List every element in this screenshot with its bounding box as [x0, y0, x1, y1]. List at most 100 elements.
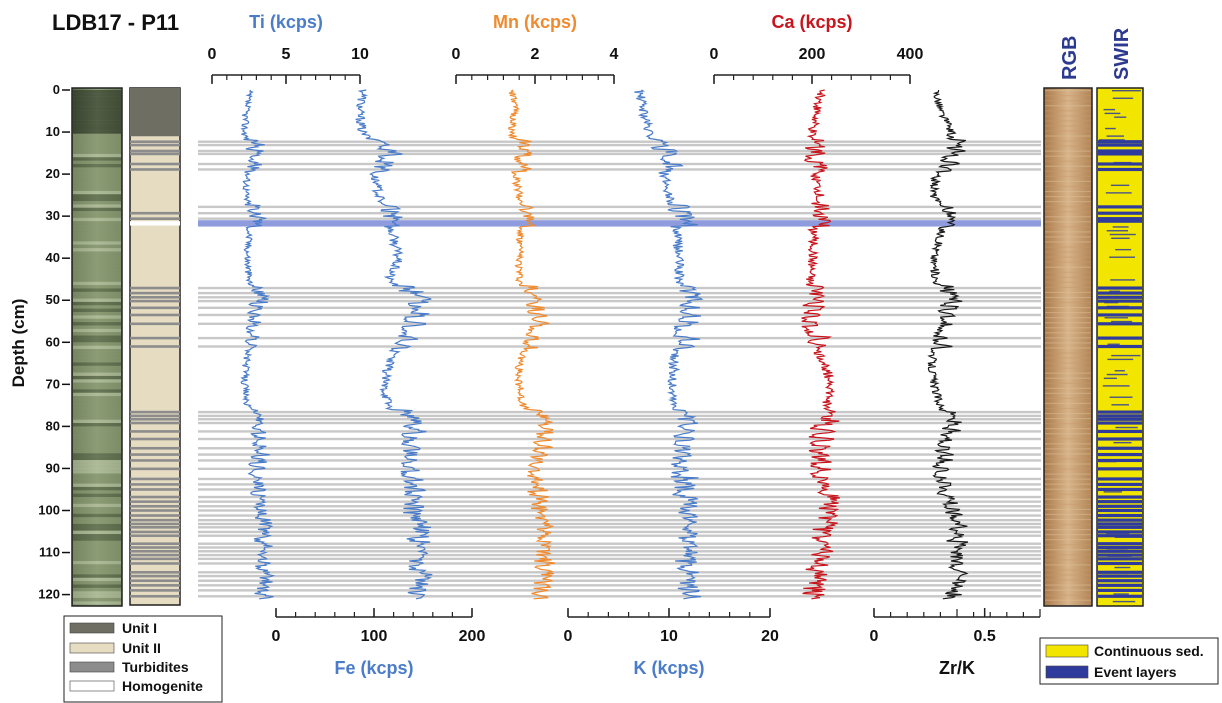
rgb-streak	[1045, 357, 1091, 359]
axis-tick-label: 100	[361, 628, 388, 645]
event-band	[198, 410, 1041, 414]
legend-swatch-homogenite	[69, 680, 115, 692]
photo-streak	[73, 197, 121, 202]
rgb-streak	[1045, 438, 1091, 440]
photo-streak	[73, 503, 121, 508]
rgb-streak	[1045, 463, 1091, 465]
photo-streak	[73, 530, 121, 535]
turbidite-layer	[130, 336, 180, 340]
photo-streak	[73, 597, 121, 602]
photo-streak	[73, 523, 121, 528]
swir-speckle	[1106, 230, 1128, 232]
depth-tick-label: 60	[46, 334, 60, 349]
swir-event-layer	[1098, 417, 1142, 421]
photo-streak	[73, 527, 121, 531]
rgb-streak	[1045, 584, 1091, 586]
swir-event-layer	[1098, 525, 1142, 529]
series-name-1: Ti (kcps)	[249, 12, 323, 32]
legend-label-unit2: Unit II	[122, 640, 161, 656]
photo-streak	[73, 251, 121, 255]
rgb-streak	[1045, 498, 1091, 500]
photo-streak	[73, 157, 121, 161]
series-name-5: Ca (kcps)	[771, 12, 852, 32]
swir-speckle	[1107, 555, 1132, 557]
swir-speckle	[1112, 226, 1129, 228]
rgb-streak	[1045, 160, 1091, 162]
photo-streak	[73, 601, 121, 605]
swir-speckle	[1103, 377, 1117, 380]
photo-streak	[73, 554, 121, 558]
photo-streak	[73, 268, 121, 272]
rgb-streak	[1045, 190, 1091, 193]
turbidite-layer	[130, 140, 180, 144]
photo-streak	[73, 567, 121, 572]
swir-event-layer	[1098, 143, 1142, 147]
swir-event-layer	[1098, 452, 1142, 457]
photo-streak	[73, 510, 121, 514]
rgb-streak	[1045, 115, 1091, 117]
depth-tick-label: 90	[46, 460, 60, 475]
swir-event-layer	[1098, 306, 1142, 310]
photo-streak	[73, 557, 121, 561]
swir-event-layer	[1098, 152, 1142, 156]
turbidite-layer	[130, 417, 180, 421]
photo-streak	[73, 140, 121, 144]
photo-streak	[73, 335, 121, 339]
swir-speckle	[1109, 233, 1136, 236]
event-band	[198, 467, 1041, 471]
swir-speckle	[1109, 290, 1120, 292]
rgb-streak	[1045, 518, 1091, 521]
photo-streak	[73, 449, 121, 454]
event-band	[198, 418, 1041, 421]
series-line-4	[634, 89, 704, 600]
turbidite-layer	[130, 421, 180, 425]
photo-streak	[73, 120, 121, 124]
photo-streak	[73, 281, 121, 286]
turbidite-layer	[130, 594, 180, 598]
rgb-streak	[1045, 493, 1091, 495]
photo-streak	[73, 305, 121, 309]
turbidite-layer	[130, 509, 180, 512]
turbidite-layer	[130, 574, 180, 578]
event-band	[198, 500, 1041, 503]
swir-speckle	[1110, 423, 1134, 425]
photo-streak	[73, 389, 121, 393]
event-band	[198, 584, 1041, 587]
rgb-streak	[1045, 155, 1091, 157]
axis-tick-label: 10	[660, 628, 678, 645]
turbidite-layer	[130, 579, 180, 583]
event-band	[198, 313, 1041, 317]
swir-speckle	[1113, 593, 1129, 595]
photo-streak	[73, 258, 121, 262]
swir-speckle	[1107, 358, 1134, 361]
swir-speckle	[1112, 600, 1136, 603]
photo-streak	[73, 443, 121, 447]
rgb-streak	[1045, 241, 1091, 243]
event-band	[198, 595, 1041, 598]
rgb-streak	[1045, 443, 1091, 445]
swir-event-layer	[1098, 594, 1142, 598]
photo-streak	[73, 123, 121, 128]
rgb-streak	[1045, 387, 1091, 389]
photo-streak	[73, 174, 121, 178]
swir-speckle	[1111, 404, 1129, 406]
axis-tick-label: 0	[870, 628, 879, 645]
turbidite-layer	[130, 495, 180, 499]
rgb-streak	[1045, 412, 1091, 415]
rgb-streak	[1045, 594, 1091, 596]
legend-label-homogenite: Homogenite	[122, 678, 203, 694]
swir-speckle	[1113, 150, 1129, 152]
photo-streak	[73, 318, 121, 323]
lithology-column	[129, 87, 181, 606]
photo-streak	[73, 301, 121, 306]
swir-speckle	[1109, 256, 1136, 258]
turbidite-layer	[130, 500, 180, 503]
swir-event-layer	[1098, 542, 1142, 546]
rgb-streak	[1045, 407, 1091, 410]
photo-streak	[73, 342, 121, 346]
rgb-streak	[1045, 569, 1091, 571]
legend-swir: Continuous sed. Event layers	[1039, 637, 1219, 685]
swir-speckle	[1112, 97, 1134, 99]
turbidite-layer	[130, 522, 180, 526]
rgb-streak	[1045, 130, 1091, 132]
